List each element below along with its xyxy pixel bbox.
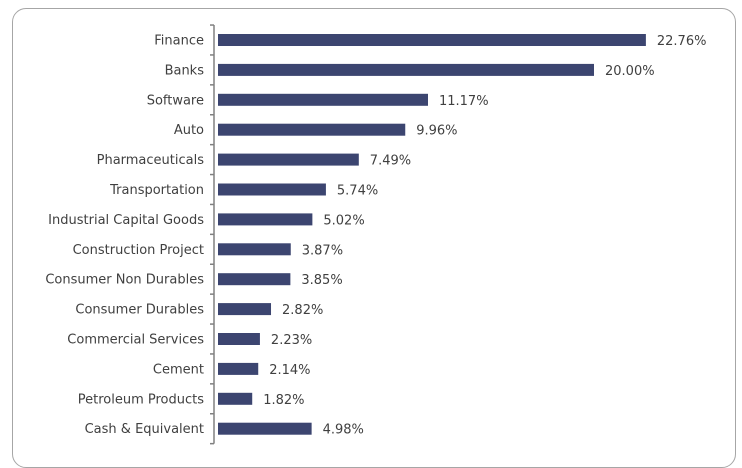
bar	[218, 303, 272, 316]
bar	[218, 63, 594, 76]
category-label: Pharmaceuticals	[97, 153, 205, 168]
value-label: 2.23%	[271, 333, 312, 348]
value-label: 2.14%	[269, 363, 310, 378]
bar	[218, 123, 406, 136]
bar	[218, 392, 253, 405]
value-label: 9.96%	[416, 124, 457, 139]
bar	[218, 333, 260, 345]
category-label: Construction Project	[73, 243, 204, 258]
value-label: 5.02%	[323, 213, 364, 228]
category-label: Petroleum Products	[78, 392, 204, 407]
value-label: 2.82%	[282, 303, 323, 318]
bar	[218, 34, 646, 46]
value-label: 3.85%	[301, 273, 342, 288]
value-label: 20.00%	[605, 64, 655, 79]
category-label: Cash & Equivalent	[85, 422, 204, 437]
bar	[218, 183, 326, 196]
value-label: 7.49%	[370, 154, 411, 169]
category-label: Consumer Non Durables	[45, 273, 204, 288]
category-label: Cement	[153, 362, 204, 377]
bar	[218, 213, 313, 226]
bar	[218, 362, 259, 375]
value-label: 4.98%	[323, 423, 364, 438]
category-label: Banks	[165, 63, 205, 78]
category-label: Industrial Capital Goods	[48, 213, 204, 228]
bar	[218, 243, 291, 256]
bar	[218, 93, 428, 106]
category-label: Commercial Services	[67, 333, 204, 348]
category-label: Transportation	[109, 183, 204, 198]
category-label: Software	[147, 93, 204, 108]
bar	[218, 153, 359, 166]
value-label: 3.87%	[302, 243, 343, 258]
value-label: 11.17%	[439, 94, 489, 109]
value-label: 22.76%	[657, 34, 707, 49]
bar	[218, 273, 291, 286]
sector-allocation-bar-chart: Finance 22.76% Banks 20.00% Software 11.17% Au…	[45, 24, 707, 445]
category-label: Consumer Durables	[75, 303, 204, 318]
value-label: 5.74%	[337, 184, 378, 199]
value-label: 1.82%	[263, 393, 304, 408]
bar	[218, 422, 312, 435]
category-label: Finance	[154, 34, 204, 49]
category-label: Auto	[174, 123, 204, 138]
